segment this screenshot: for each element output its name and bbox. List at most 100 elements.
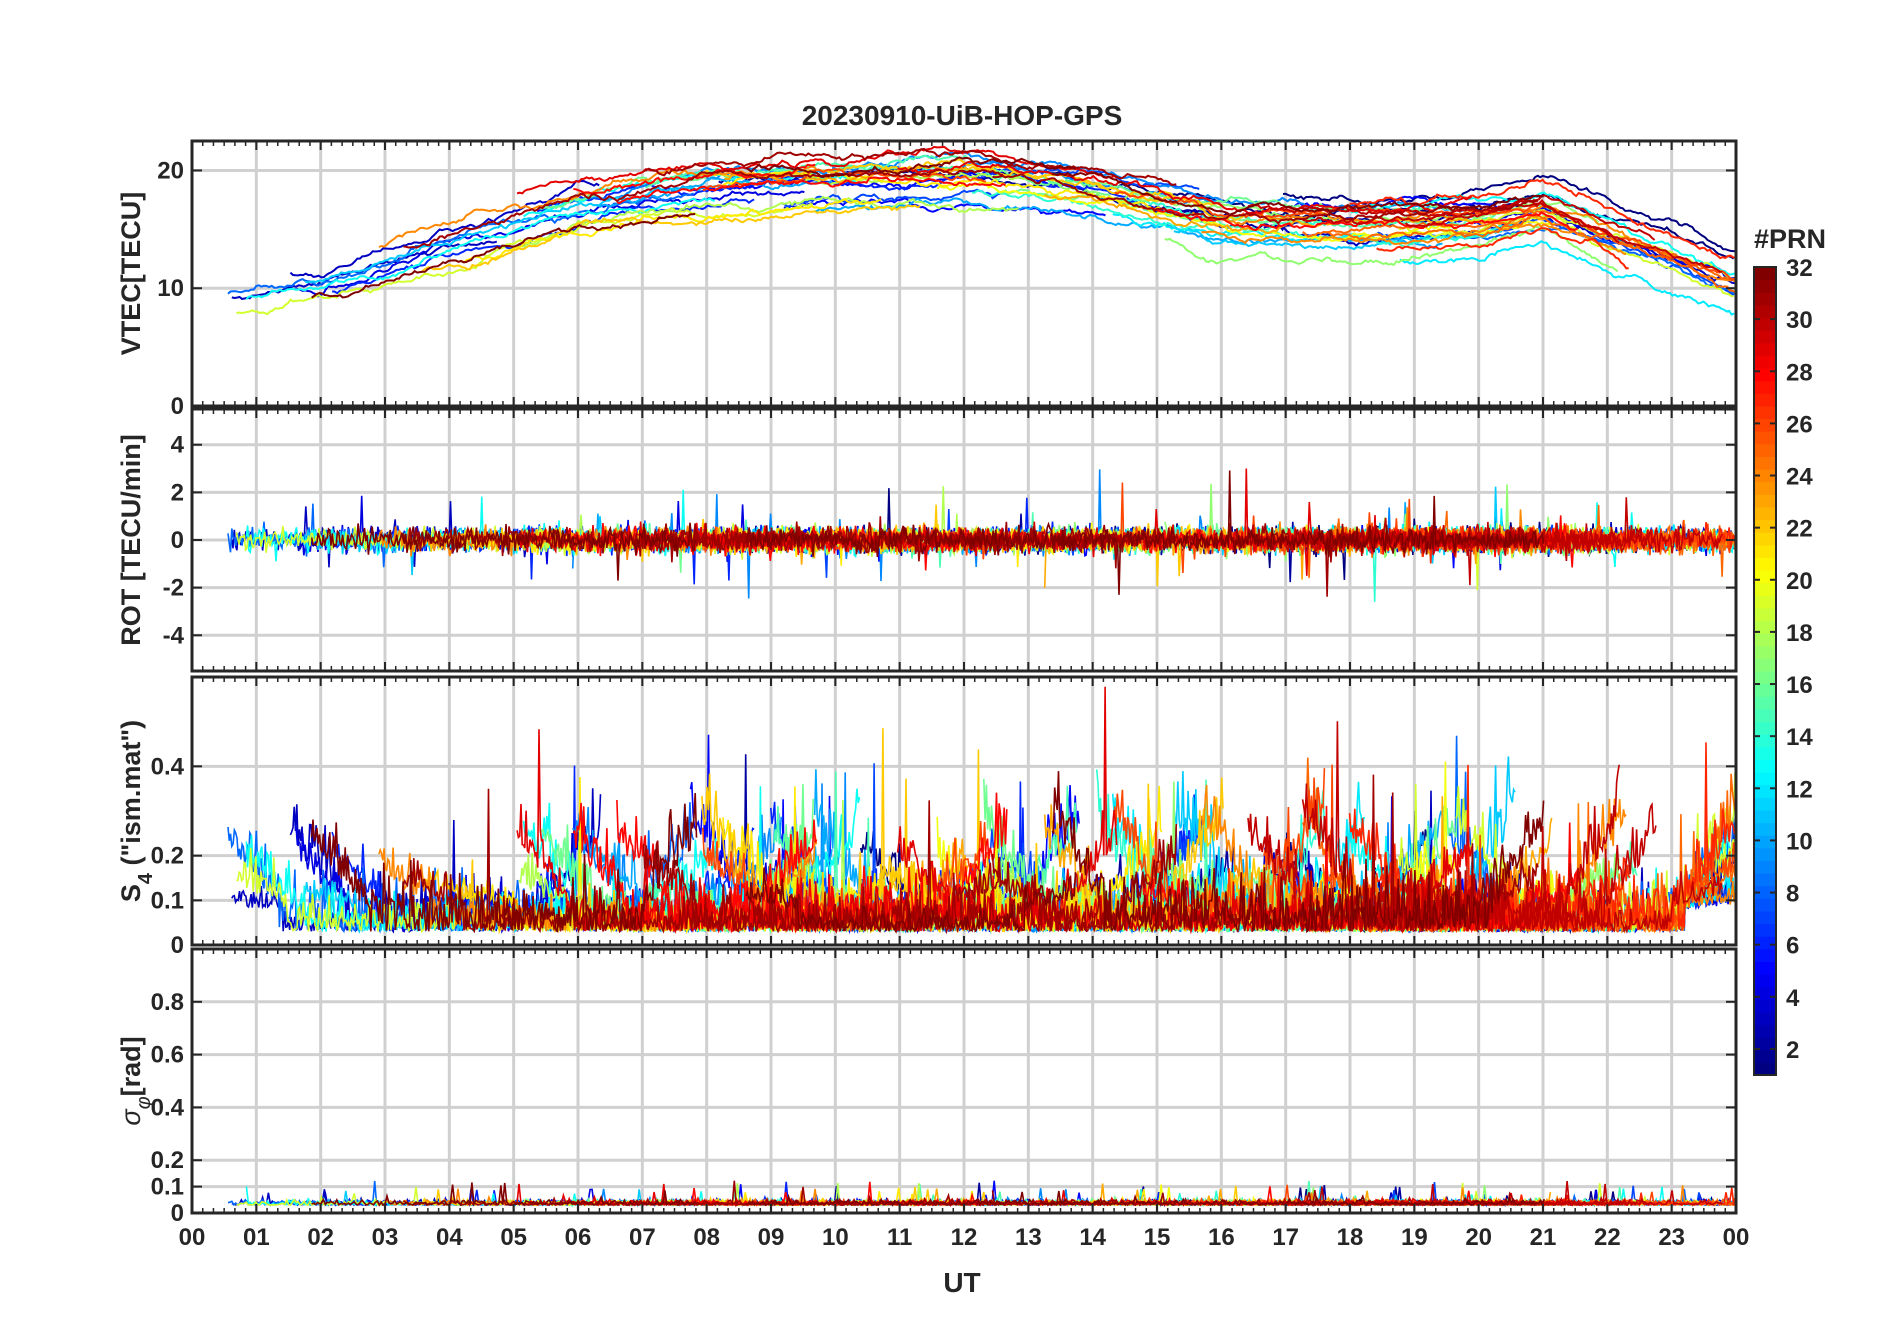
colorbar-swatch — [1754, 620, 1776, 634]
colorbar-swatch — [1754, 279, 1776, 293]
colorbar-swatch — [1754, 267, 1776, 281]
x-tick-label: 20 — [1465, 1224, 1492, 1251]
colorbar-swatch — [1754, 746, 1776, 760]
rot-axes-frame — [190, 407, 1738, 673]
x-tick-label: 02 — [307, 1224, 334, 1251]
x-tick-label: 23 — [1658, 1224, 1685, 1251]
x-tick-label: 15 — [1144, 1224, 1171, 1251]
vtec-trace — [1201, 222, 1627, 256]
colorbar-swatch — [1754, 696, 1776, 710]
colorbar-swatch — [1754, 671, 1776, 685]
colorbar-swatch — [1754, 317, 1776, 331]
x-tick-label: 18 — [1337, 1224, 1364, 1251]
colorbar-swatch — [1754, 304, 1776, 319]
colorbar-swatch — [1754, 734, 1776, 748]
vtec-ytick-label: 0 — [171, 393, 184, 420]
vtec-trace — [1282, 174, 1737, 253]
sigma-phi-trace — [745, 1190, 1075, 1207]
x-tick-label: 05 — [500, 1224, 527, 1251]
x-tick-label: 19 — [1401, 1224, 1428, 1251]
sigma-phi-ytick-label: 0.2 — [151, 1147, 184, 1174]
vtec-trace — [1399, 240, 1735, 316]
s4-ytick-label: 0.4 — [151, 753, 185, 780]
colorbar-swatch — [1754, 847, 1776, 861]
colorbar-swatch — [1754, 342, 1776, 356]
colorbar-swatch — [1754, 443, 1776, 457]
colorbar-swatch — [1754, 557, 1776, 571]
x-tick-labels: 00 01 02 03 04 05 06 07 08 09 10 11 12 13 14 15 16 17 18 19… — [179, 1224, 1750, 1251]
rot-ytick-label: 0 — [171, 527, 184, 554]
vtec-trace — [1044, 193, 1553, 235]
vtec-panel: 0 10 20 VTEC[TECU] — [116, 139, 1738, 420]
colorbar-swatch — [1754, 292, 1776, 306]
colorbar-swatch — [1754, 658, 1776, 672]
colorbar-swatch — [1754, 873, 1776, 887]
colorbar-tick-label: 24 — [1786, 464, 1813, 491]
x-tick-label: 00 — [1723, 1224, 1750, 1251]
sigma-phi-ytick-label: 0.6 — [151, 1042, 184, 1069]
colorbar-swatch — [1754, 418, 1776, 432]
x-tick-label: 21 — [1530, 1224, 1557, 1251]
colorbar-swatch — [1754, 898, 1776, 912]
sigma-phi-ytick-label: 0.1 — [151, 1174, 184, 1201]
s4-ytick-label: 0 — [171, 932, 184, 959]
colorbar-swatch — [1754, 784, 1776, 798]
vtec-trace — [781, 188, 1003, 208]
colorbar-tick-label: 20 — [1786, 568, 1813, 595]
colorbar-swatch — [1754, 532, 1776, 546]
vtec-ytick-label: 20 — [157, 157, 184, 184]
s4-ytick-label: 0.1 — [151, 887, 184, 914]
sigma-phi-ytick-label: 0 — [171, 1200, 184, 1227]
x-tick-label: 10 — [822, 1224, 849, 1251]
colorbar-swatch — [1754, 368, 1776, 382]
rot-trace — [310, 522, 698, 581]
rot-ytick-label: 2 — [171, 479, 184, 506]
x-tick-label: 01 — [243, 1224, 270, 1251]
vtec-trace — [236, 202, 814, 316]
colorbar-swatch — [1754, 494, 1776, 508]
rot-lines — [227, 468, 1737, 602]
sigma-phi-ylabel: σφ[rad] — [116, 1036, 155, 1125]
rot-ylabel: ROT [TECU/min] — [116, 434, 146, 645]
colorbar-swatch — [1754, 1011, 1776, 1026]
colorbar-tick-label: 6 — [1786, 933, 1799, 960]
colorbar-tick-label: 4 — [1786, 985, 1800, 1012]
colorbar-swatch — [1754, 910, 1776, 925]
colorbar-swatch — [1754, 885, 1776, 899]
x-tick-label: 16 — [1208, 1224, 1235, 1251]
colorbar-swatch — [1754, 570, 1776, 584]
colorbar-swatch — [1754, 633, 1776, 647]
x-tick-label: 17 — [1272, 1224, 1299, 1251]
colorbar-swatch — [1754, 582, 1776, 596]
colorbar-tick-label: 2 — [1786, 1037, 1799, 1064]
colorbar-swatch — [1754, 822, 1776, 836]
vtec-trace — [745, 156, 1076, 179]
colorbar-swatch — [1754, 431, 1776, 445]
colorbar-swatch — [1754, 1024, 1776, 1038]
rot-trace — [991, 523, 1539, 597]
x-tick-label: 14 — [1079, 1224, 1106, 1251]
vtec-ylabel: VTEC[TECU] — [116, 192, 146, 356]
sigma-phi-grid — [190, 949, 1738, 1215]
s4-trace — [310, 792, 698, 933]
colorbar-swatch — [1754, 469, 1776, 483]
rot-panel: -4 -2 0 2 4 ROT [TECU/min] — [116, 407, 1738, 673]
rot-trace — [745, 521, 1076, 557]
colorbar-tick-label: 10 — [1786, 828, 1813, 855]
x-tick-label: 22 — [1594, 1224, 1621, 1251]
s4-axes-frame — [190, 675, 1738, 947]
colorbar-swatch — [1754, 797, 1776, 811]
vtec-ytick-label: 10 — [157, 275, 184, 302]
vtec-trace — [616, 176, 1006, 205]
vtec-trace — [1247, 194, 1656, 241]
s4-trace — [1051, 771, 1545, 934]
colorbar-swatch — [1754, 986, 1776, 1000]
colorbar-swatch — [1754, 1049, 1776, 1063]
s4-panel: 0 0.1 0.2 0.4 S4 ("ism.mat") — [116, 675, 1738, 959]
vtec-lines — [227, 145, 1737, 316]
colorbar-swatch — [1754, 835, 1776, 849]
colorbar-swatch — [1754, 607, 1776, 622]
s4-trace — [745, 867, 1077, 935]
vtec-trace — [1052, 171, 1544, 216]
